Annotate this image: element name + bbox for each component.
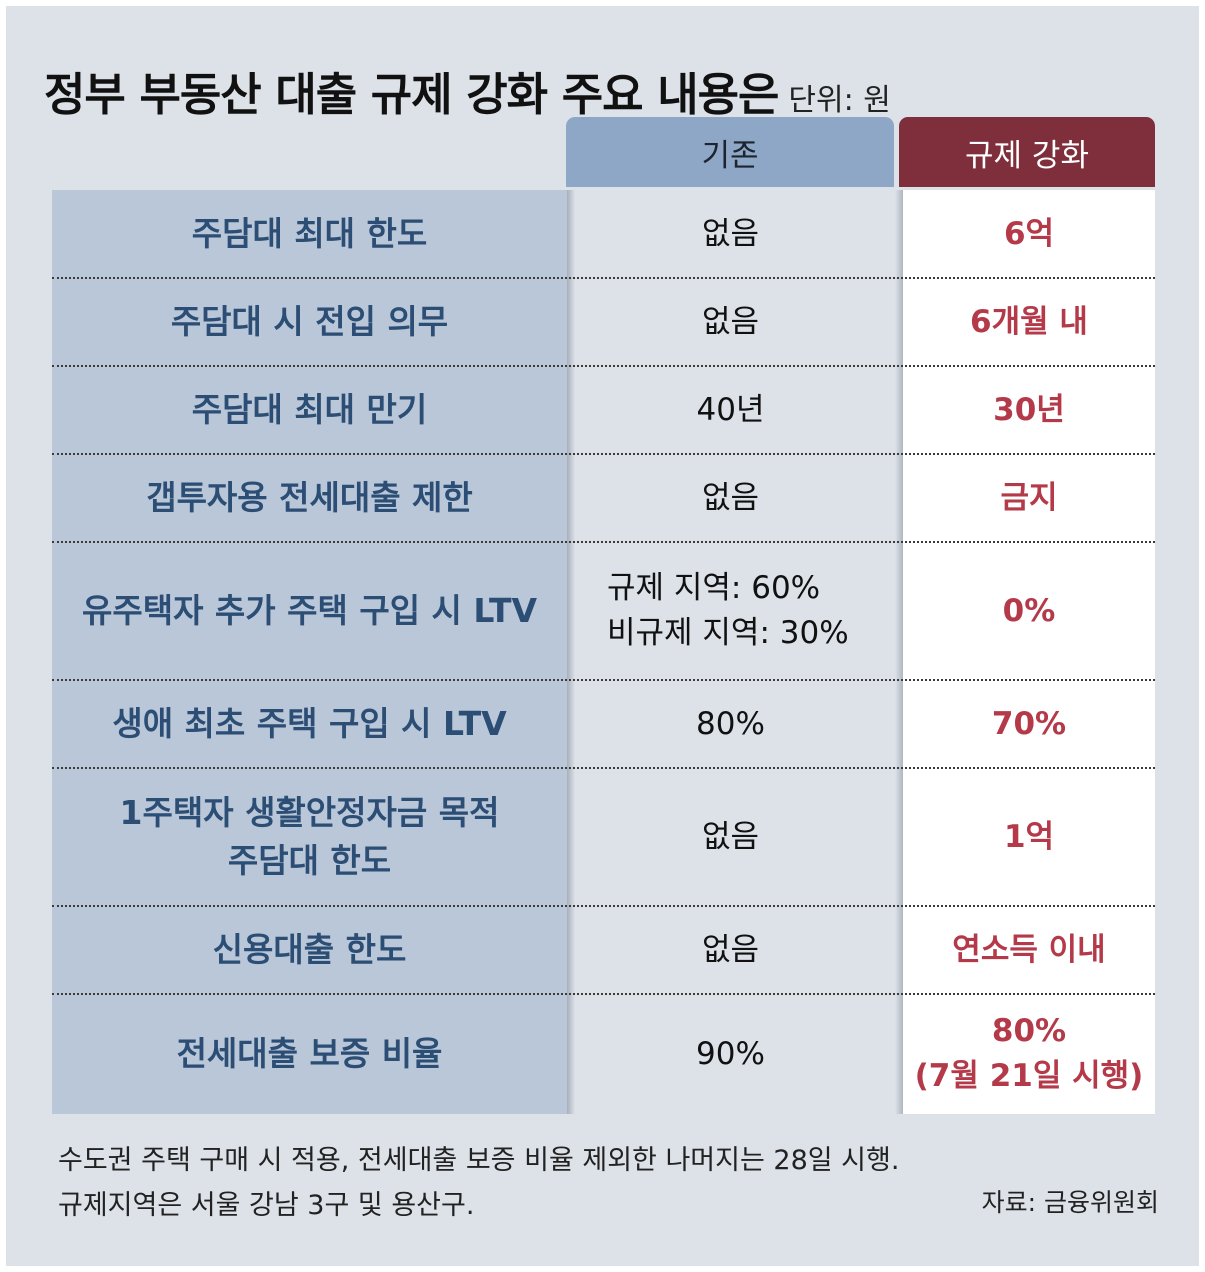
- new-value: 6개월 내: [903, 278, 1155, 366]
- new-value-line: (7월 21일 시행): [914, 1058, 1144, 1094]
- base-value-line: 80%: [696, 705, 765, 742]
- new-value-line: 1억: [1003, 818, 1055, 855]
- row-label: 주담대 최대 한도: [52, 190, 567, 278]
- base-value: 없음: [567, 278, 894, 366]
- row-label-line: 주담대 최대 만기: [191, 390, 428, 430]
- unit-label: 단위: 원: [788, 83, 891, 118]
- row-label-line: 주담대 시 전입 의무: [170, 302, 449, 342]
- new-value-line: 6억: [1003, 215, 1055, 252]
- source-credit: 자료: 금융위원회: [981, 1188, 1159, 1217]
- new-value-line: 30년: [993, 391, 1065, 428]
- new-value: 연소득 이내: [903, 906, 1155, 994]
- table-row: 전세대출 보증 비율 90% 80% (7월 21일 시행): [52, 994, 1155, 1114]
- row-label: 갭투자용 전세대출 제한: [52, 454, 567, 542]
- row-divider: [52, 905, 1155, 907]
- base-value-line: 규제 지역: 60%: [607, 570, 821, 607]
- title-row: 정부 부동산 대출 규제 강화 주요 내용은 단위: 원: [44, 58, 891, 123]
- base-value: 40년: [567, 366, 894, 454]
- base-value: 없음: [567, 768, 894, 906]
- base-value-line: 비규제 지역: 30%: [607, 615, 849, 651]
- row-label-line: 갭투자용 전세대출 제한: [146, 478, 473, 518]
- row-divider: [52, 453, 1155, 455]
- row-label-line: 유주택자 추가 주택 구입 시 LTV: [81, 591, 538, 631]
- new-column-shadow: [895, 190, 903, 1114]
- base-value: 없음: [567, 906, 894, 994]
- footnote-line: 규제지역은 서울 강남 3구 및 용산구.: [58, 1190, 475, 1221]
- base-value: 80%: [567, 680, 894, 768]
- new-value: 금지: [903, 454, 1155, 542]
- base-value: 없음: [567, 190, 894, 278]
- new-value: 0%: [903, 542, 1155, 680]
- table-row: 신용대출 한도 없음 연소득 이내: [52, 906, 1155, 994]
- row-label: 주담대 최대 만기: [52, 366, 567, 454]
- footnote: 수도권 주택 구매 시 적용, 전세대출 보증 비율 제외한 나머지는 28일 …: [58, 1138, 899, 1228]
- row-label-line: 주담대 최대 한도: [191, 214, 428, 254]
- row-label-line: 신용대출 한도: [212, 930, 407, 970]
- new-value: 6억: [903, 190, 1155, 278]
- base-value-line: 없음: [701, 303, 760, 340]
- base-value-line: 없음: [701, 818, 760, 855]
- new-value-line: 0%: [1002, 592, 1056, 629]
- table-row: 주담대 최대 만기 40년 30년: [52, 366, 1155, 454]
- new-value-line: 연소득 이내: [952, 931, 1106, 968]
- table-row: 갭투자용 전세대출 제한 없음 금지: [52, 454, 1155, 542]
- row-label-line: 주담대 한도: [227, 841, 392, 880]
- column-header-base: 기존: [566, 117, 894, 187]
- new-column-background: [903, 190, 1155, 1114]
- base-value: 규제 지역: 60% 비규제 지역: 30%: [567, 542, 894, 680]
- row-divider: [52, 365, 1155, 367]
- row-label: 유주택자 추가 주택 구입 시 LTV: [52, 542, 567, 680]
- table-row: 생애 최초 주택 구입 시 LTV 80% 70%: [52, 680, 1155, 768]
- new-value: 30년: [903, 366, 1155, 454]
- row-label: 전세대출 보증 비율: [52, 994, 567, 1114]
- new-value: 80% (7월 21일 시행): [903, 994, 1155, 1114]
- row-label: 신용대출 한도: [52, 906, 567, 994]
- new-value: 70%: [903, 680, 1155, 768]
- new-value-line: 6개월 내: [970, 303, 1088, 340]
- table-row: 주담대 최대 한도 없음 6억: [52, 190, 1155, 278]
- new-value-line: 80%: [991, 1013, 1067, 1050]
- base-value: 없음: [567, 454, 894, 542]
- base-value: 90%: [567, 994, 894, 1114]
- table-row: 주담대 시 전입 의무 없음 6개월 내: [52, 278, 1155, 366]
- new-value-line: 70%: [991, 705, 1067, 742]
- label-column-background: [52, 190, 567, 1114]
- base-value-line: 없음: [701, 479, 760, 516]
- row-label-line: 생애 최초 주택 구입 시 LTV: [112, 704, 507, 744]
- new-value: 1억: [903, 768, 1155, 906]
- row-label-line: 1주택자 생활안정자금 목적: [119, 793, 500, 833]
- page-title: 정부 부동산 대출 규제 강화 주요 내용은: [44, 68, 779, 121]
- row-divider: [52, 541, 1155, 543]
- row-label-line: 전세대출 보증 비율: [176, 1034, 443, 1074]
- column-header-new: 규제 강화: [899, 117, 1155, 187]
- table-row: 유주택자 추가 주택 구입 시 LTV 규제 지역: 60% 비규제 지역: 30%…: [52, 542, 1155, 680]
- base-value-line: 없음: [701, 215, 760, 252]
- base-value-line: 40년: [696, 391, 765, 428]
- base-value-line: 없음: [701, 931, 760, 968]
- footnote-line: 수도권 주택 구매 시 적용, 전세대출 보증 비율 제외한 나머지는 28일 …: [58, 1145, 900, 1176]
- new-value-line: 금지: [1000, 479, 1058, 516]
- row-divider: [52, 767, 1155, 769]
- row-divider: [52, 277, 1155, 279]
- row-divider: [52, 679, 1155, 681]
- row-label: 생애 최초 주택 구입 시 LTV: [52, 680, 567, 768]
- row-label: 주담대 시 전입 의무: [52, 278, 567, 366]
- label-column-shadow: [567, 190, 575, 1114]
- row-divider: [52, 993, 1155, 995]
- base-value-line: 90%: [696, 1035, 765, 1072]
